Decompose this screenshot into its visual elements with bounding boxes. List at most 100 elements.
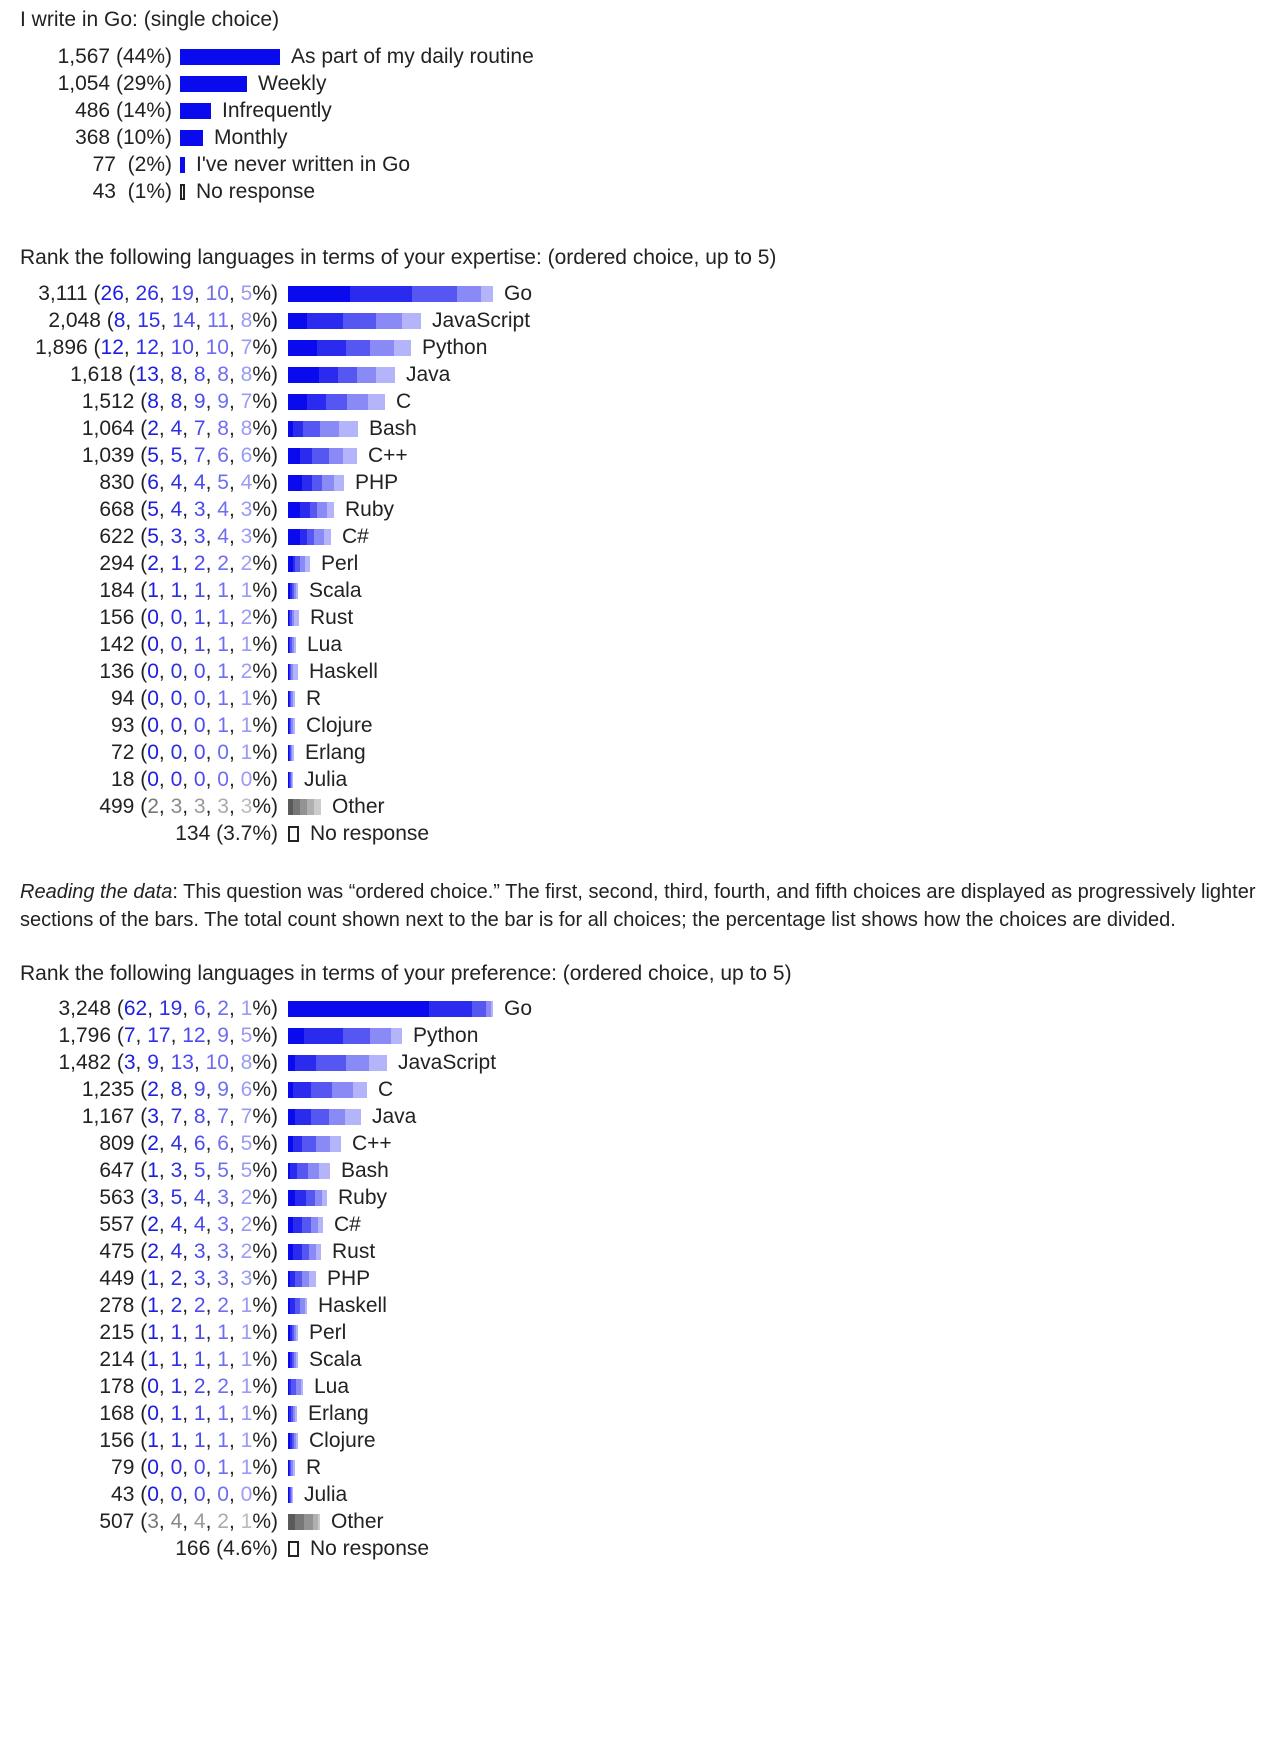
count-percent: (2%)	[127, 153, 172, 176]
row-count: 809 (2, 4, 6, 6, 5%)	[99, 1132, 278, 1155]
percent-choice-3: 0	[193, 714, 206, 737]
percent-choice-4: 3	[217, 795, 229, 818]
bar-segment-choice-4	[313, 1514, 318, 1530]
percent-choice-3: 3	[193, 525, 206, 548]
percent-choice-1: 0	[147, 1483, 159, 1506]
bar-segment-choice-5	[314, 799, 321, 815]
bar-segment-choice-4	[309, 1244, 316, 1260]
bar-segment-choice-3	[290, 772, 291, 788]
percent-choice-3: 0	[193, 687, 206, 710]
bar-segment-choice-5	[345, 1109, 361, 1125]
bar-segment-choice-1	[288, 1460, 289, 1476]
percent-choice-1: 0	[147, 768, 159, 791]
percent-choice-2: 0	[170, 714, 183, 737]
bar-segment-choice-5	[295, 1406, 297, 1422]
row-label: Python	[422, 336, 488, 359]
percent-choice-2: 1	[170, 1348, 183, 1371]
bar-segment-choice-2	[289, 772, 290, 788]
percent-choice-1: 2	[147, 1240, 159, 1263]
row-count: 136 (0, 0, 0, 1, 2%)	[99, 660, 278, 683]
chart-row-haskell: 136 (0, 0, 0, 1, 2%) Haskell	[20, 657, 720, 687]
bar-segment-choice-5	[296, 1352, 298, 1368]
percent-choice-4: 3	[217, 1240, 229, 1263]
row-count: 1,482 (3, 9, 13, 10, 8%)	[58, 1051, 278, 1074]
percent-choice-4: 7	[217, 1105, 229, 1128]
percent-choice-1: 3	[123, 1051, 136, 1074]
bar-segment-choice-3	[338, 367, 357, 383]
count-value: 214	[99, 1348, 135, 1371]
bar	[288, 691, 295, 707]
percent-choice-5: 2	[240, 552, 253, 575]
bar-segment-choice-3	[311, 1109, 329, 1125]
percent-choice-3: 0	[193, 660, 206, 683]
bar-segment-choice-1	[288, 529, 300, 545]
count-value: 18	[111, 768, 135, 791]
percent-choice-3: 0	[193, 1456, 206, 1479]
count-value: 215	[99, 1321, 135, 1344]
bar-segment-choice-4	[486, 1001, 491, 1017]
count-value: 1,064	[81, 417, 135, 440]
bar	[180, 49, 280, 65]
bar	[288, 1433, 298, 1449]
chart-row-python: 1,896 (12, 12, 10, 10, 7%) Python	[20, 333, 720, 363]
row-count: 94 (0, 0, 0, 1, 1%)	[111, 687, 278, 710]
row-label: Java	[406, 363, 451, 386]
row-label: Julia	[304, 768, 348, 791]
percent-choice-2: 4	[170, 1240, 183, 1263]
chart-row-no-response: 43 (1%) No response	[20, 177, 620, 207]
percent-choice-5: 5	[240, 1159, 253, 1182]
percent-choice-4: 4	[217, 525, 229, 548]
row-label: Bash	[369, 417, 417, 440]
percent-choice-2: 1	[170, 579, 183, 602]
row-count: 184 (1, 1, 1, 1, 1%)	[99, 579, 278, 602]
bar-segment-choice-1	[288, 745, 289, 761]
row-count: 142 (0, 0, 1, 1, 1%)	[99, 633, 278, 656]
row-label: Other	[332, 795, 385, 818]
bar-segment-choice-2	[293, 1082, 311, 1098]
percent-choice-3: 14	[172, 309, 196, 332]
percent-choice-4: 4	[217, 498, 229, 521]
bar-segment-choice-4	[307, 799, 314, 815]
count-value: 668	[99, 498, 135, 521]
percent-choice-5: 8	[240, 363, 253, 386]
percent-choice-5: 1	[240, 741, 253, 764]
bar-segment-choice-3	[295, 556, 300, 572]
bar-segment-choice-1	[288, 1433, 290, 1449]
chart-row-rust: 156 (0, 0, 1, 1, 2%) Rust	[20, 603, 720, 633]
percent-choice-3: 0	[193, 741, 206, 764]
bar-segment-choice-2	[293, 1136, 302, 1152]
bar-segment-choice-2	[289, 610, 290, 626]
bar	[288, 1055, 387, 1071]
percent-choice-3: 8	[193, 363, 206, 386]
bar	[288, 448, 357, 464]
bar-segment-choice-5	[353, 1082, 367, 1098]
count-value: 168	[99, 1402, 135, 1425]
chart-row-c: 1,039 (5, 5, 7, 6, 6%) C++	[20, 441, 720, 471]
bar	[288, 1514, 320, 1530]
count-value: 156	[99, 1429, 135, 1452]
percent-choice-5: 3	[240, 1267, 253, 1290]
chart-row-erlang: 168 (0, 1, 1, 1, 1%) Erlang	[20, 1399, 720, 1429]
row-label: C	[378, 1078, 394, 1101]
percent-choice-4: 3	[217, 1186, 229, 1209]
question-title-preference: Rank the following languages in terms of…	[20, 962, 792, 985]
chart-row-r: 94 (0, 0, 0, 1, 1%) R	[20, 684, 720, 714]
bar-segment-choice-4	[296, 1379, 301, 1395]
percent-choice-3: 0	[193, 1483, 206, 1506]
bar-segment-choice-5	[292, 745, 294, 761]
bar-segment-choice-1	[288, 340, 317, 356]
bar-segment-choice-1	[288, 1244, 293, 1260]
percent-choice-4: 10	[205, 1051, 229, 1074]
bar-segment-choice-3	[292, 1433, 294, 1449]
bar	[288, 799, 321, 815]
percent-choice-3: 1	[193, 633, 206, 656]
percent-choice-2: 26	[135, 282, 159, 305]
percent-choice-3: 4	[193, 1510, 206, 1533]
chart-row-julia: 18 (0, 0, 0, 0, 0%) Julia	[20, 765, 720, 795]
bar	[288, 421, 358, 437]
bar-segment-choice-4	[294, 1433, 296, 1449]
percent-choice-5: 2	[240, 606, 253, 629]
bar-segment-choice-2	[289, 1460, 290, 1476]
bar	[288, 556, 310, 572]
row-count: 647 (1, 3, 5, 5, 5%)	[99, 1159, 278, 1182]
